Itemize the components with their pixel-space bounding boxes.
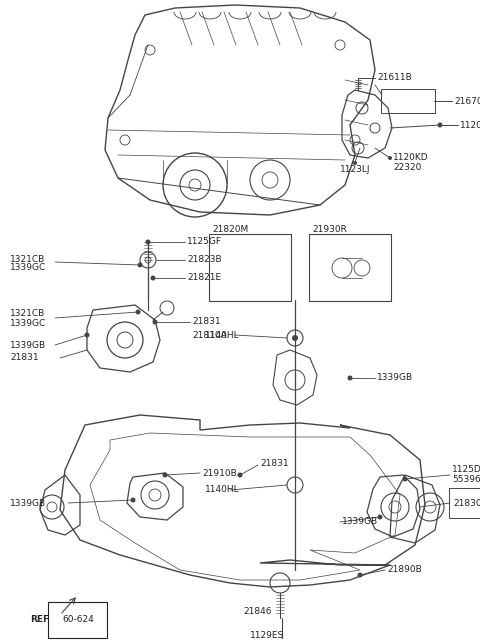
- Text: 21831: 21831: [192, 318, 221, 327]
- Text: 1123LJ: 1123LJ: [340, 165, 371, 174]
- Text: REF.: REF.: [30, 615, 51, 624]
- Text: 21611B: 21611B: [377, 73, 412, 82]
- Text: 21846: 21846: [243, 606, 272, 615]
- Text: 21930R: 21930R: [312, 226, 347, 235]
- Circle shape: [163, 473, 168, 478]
- Circle shape: [377, 514, 383, 520]
- Circle shape: [353, 161, 357, 165]
- Text: 1321CB: 1321CB: [10, 255, 45, 264]
- Circle shape: [388, 156, 392, 160]
- Text: 1339GB: 1339GB: [10, 498, 46, 507]
- Text: 21910B: 21910B: [202, 469, 237, 478]
- Text: 21820M: 21820M: [212, 226, 248, 235]
- Text: 21831: 21831: [260, 458, 288, 467]
- Circle shape: [137, 262, 143, 267]
- Text: 1125GF: 1125GF: [187, 237, 222, 246]
- Text: 21831: 21831: [10, 354, 38, 363]
- Text: 1125DG: 1125DG: [452, 464, 480, 473]
- Circle shape: [292, 335, 298, 341]
- Text: 21830: 21830: [453, 498, 480, 507]
- Circle shape: [84, 332, 89, 338]
- Text: 1321CB: 1321CB: [10, 309, 45, 318]
- Text: 60-624: 60-624: [62, 615, 94, 624]
- Text: 1120NY: 1120NY: [460, 120, 480, 129]
- Text: 21670S: 21670S: [454, 96, 480, 105]
- Text: 1120KD: 1120KD: [393, 152, 429, 161]
- Circle shape: [153, 320, 157, 325]
- Text: 1140HL: 1140HL: [205, 485, 240, 494]
- Circle shape: [358, 572, 362, 577]
- Text: 21810A: 21810A: [192, 331, 227, 340]
- Circle shape: [403, 476, 408, 482]
- Text: 1339GB: 1339GB: [10, 341, 46, 350]
- Circle shape: [348, 376, 352, 381]
- Text: 1339GB: 1339GB: [377, 374, 413, 383]
- Text: 21823B: 21823B: [187, 255, 222, 264]
- Text: 1339GC: 1339GC: [10, 264, 46, 273]
- Text: 21890B: 21890B: [387, 565, 422, 574]
- Text: 1140HL: 1140HL: [205, 331, 240, 340]
- Circle shape: [131, 498, 135, 502]
- Circle shape: [151, 275, 156, 280]
- Circle shape: [437, 123, 443, 127]
- Text: 55396: 55396: [452, 475, 480, 484]
- Text: 21821E: 21821E: [187, 273, 221, 282]
- Text: 22320: 22320: [393, 163, 421, 172]
- Circle shape: [145, 239, 151, 244]
- Text: 1129ES: 1129ES: [250, 631, 284, 640]
- Text: 1339GB: 1339GB: [342, 518, 378, 527]
- Circle shape: [238, 473, 242, 478]
- Text: 1339GC: 1339GC: [10, 318, 46, 327]
- Circle shape: [135, 309, 141, 314]
